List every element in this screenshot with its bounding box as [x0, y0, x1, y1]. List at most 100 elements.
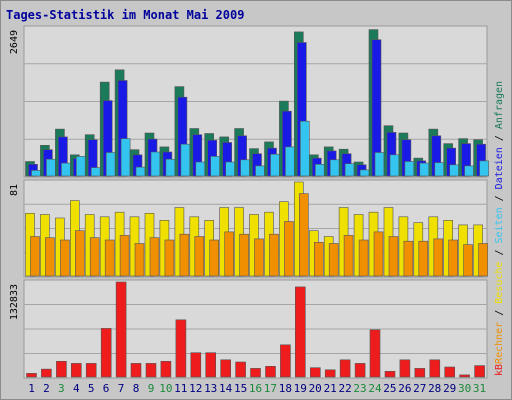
- bar-rechner-day-29: [448, 239, 459, 277]
- x-tick-label: 7: [118, 382, 125, 395]
- bar-kb-day-12: [190, 352, 202, 378]
- legend-entry-kb: kB: [494, 364, 505, 376]
- bar-kb-day-28: [429, 359, 441, 378]
- bar-rechner-day-8: [134, 243, 145, 277]
- bar-rechner-day-17: [269, 233, 279, 277]
- x-tick-label: 23: [353, 382, 366, 395]
- bar-rechner-day-15: [239, 233, 249, 277]
- bar-rechner-day-31: [478, 243, 488, 277]
- bar-kb-day-29: [444, 366, 456, 378]
- x-tick-label: 25: [383, 382, 396, 395]
- x-tick-label: 24: [368, 382, 382, 395]
- bar-seiten-day-30: [464, 165, 474, 177]
- bar-kb-day-24: [369, 329, 381, 378]
- chart-title: Tages-Statistik im Monat Mai 2009: [6, 8, 244, 22]
- x-tick-label: 14: [219, 382, 233, 395]
- x-tick-label: 19: [294, 382, 307, 395]
- bar-rechner-day-20: [313, 242, 324, 277]
- bar-rechner-day-16: [254, 238, 264, 277]
- legend-entry-seiten: Seiten: [494, 207, 505, 243]
- x-tick-label: 21: [324, 382, 337, 395]
- bar-seiten-day-7: [120, 138, 131, 177]
- bar-kb-day-16: [250, 368, 261, 378]
- x-tick-label: 4: [73, 382, 80, 395]
- x-tick-label: 3: [58, 382, 65, 395]
- bar-seiten-day-22: [344, 163, 355, 177]
- x-tick-label: 8: [133, 382, 140, 395]
- bar-seiten-day-28: [434, 162, 445, 177]
- x-tick-label: 30: [458, 382, 471, 395]
- x-tick-label: 6: [103, 382, 110, 395]
- bar-rechner-day-19: [298, 193, 309, 277]
- bar-kb-day-20: [309, 367, 321, 378]
- bar-kb-day-31: [474, 365, 485, 378]
- bar-kb-day-17: [265, 365, 276, 378]
- legend-separator: /: [494, 129, 505, 147]
- x-tick-label: 15: [234, 382, 247, 395]
- bar-rechner-day-1: [30, 236, 40, 277]
- bar-rechner-day-7: [119, 235, 130, 277]
- x-tick-label: 26: [398, 382, 411, 395]
- legend-separator: /: [494, 244, 505, 262]
- bar-rechner-day-2: [45, 237, 55, 277]
- bar-seiten-day-25: [389, 154, 400, 177]
- bar-kb-day-8: [130, 363, 142, 378]
- panel-max-label: 2649: [9, 30, 20, 54]
- legend-entry-dateien: Dateien: [494, 147, 505, 189]
- panel-3: 132833: [9, 279, 488, 379]
- bar-seiten-day-13: [210, 156, 220, 177]
- x-tick-label: 12: [189, 382, 202, 395]
- bar-seiten-day-17: [270, 153, 280, 177]
- bar-seiten-day-27: [419, 162, 430, 177]
- bar-kb-day-21: [324, 369, 336, 378]
- bar-seiten-day-12: [195, 161, 206, 177]
- legend: kBRechner / Besuche / Seiten / Dateien /…: [494, 81, 505, 376]
- bar-seiten-day-19: [299, 120, 310, 177]
- bar-kb-day-5: [85, 363, 97, 378]
- bar-kb-day-6: [100, 328, 112, 378]
- bar-kb-day-27: [414, 368, 426, 378]
- bar-kb-day-3: [56, 360, 67, 378]
- bar-kb-day-23: [354, 363, 366, 378]
- bar-rechner-day-9: [149, 237, 160, 277]
- bar-kb-day-2: [41, 368, 52, 378]
- bar-rechner-day-21: [328, 243, 339, 277]
- legend-separator: /: [494, 304, 505, 322]
- legend-entry-rechner: Rechner: [494, 322, 505, 364]
- bar-seiten-day-11: [180, 143, 191, 177]
- legend-entry-besuche: Besuche: [494, 262, 505, 304]
- bar-kb-day-26: [399, 359, 411, 378]
- bar-kb-day-10: [160, 360, 172, 378]
- x-tick-label: 27: [413, 382, 426, 395]
- bar-seiten-day-29: [449, 164, 460, 177]
- x-tick-label: 31: [473, 382, 486, 395]
- bar-kb-day-7: [115, 281, 127, 378]
- bar-seiten-day-18: [285, 146, 295, 177]
- x-tick-label: 22: [338, 382, 351, 395]
- legend-separator: /: [494, 189, 505, 207]
- bar-kb-day-18: [280, 344, 291, 378]
- x-tick-label: 20: [309, 382, 322, 395]
- bar-kb-day-25: [384, 370, 396, 378]
- bar-rechner-day-12: [194, 236, 205, 277]
- bar-rechner-day-22: [343, 235, 354, 277]
- panel-max-label: 81: [9, 184, 20, 196]
- bar-seiten-day-16: [255, 165, 265, 177]
- bar-rechner-day-27: [418, 240, 429, 277]
- bar-kb-day-4: [71, 363, 82, 378]
- bar-kb-day-19: [294, 286, 306, 378]
- panel-1: 2649: [9, 25, 489, 178]
- x-tick-label: 13: [204, 382, 217, 395]
- bar-seiten-day-31: [479, 160, 489, 177]
- bar-kb-day-9: [145, 363, 157, 378]
- x-tick-label: 10: [159, 382, 172, 395]
- bar-rechner-day-10: [164, 239, 175, 277]
- bar-seiten-day-20: [314, 164, 325, 177]
- bar-seiten-day-3: [61, 162, 71, 177]
- bar-seiten-day-6: [105, 152, 116, 177]
- panel-2: 81: [9, 179, 488, 278]
- bar-rechner-day-18: [284, 221, 294, 277]
- bar-rechner-day-25: [388, 236, 399, 277]
- bar-rechner-day-30: [463, 244, 473, 277]
